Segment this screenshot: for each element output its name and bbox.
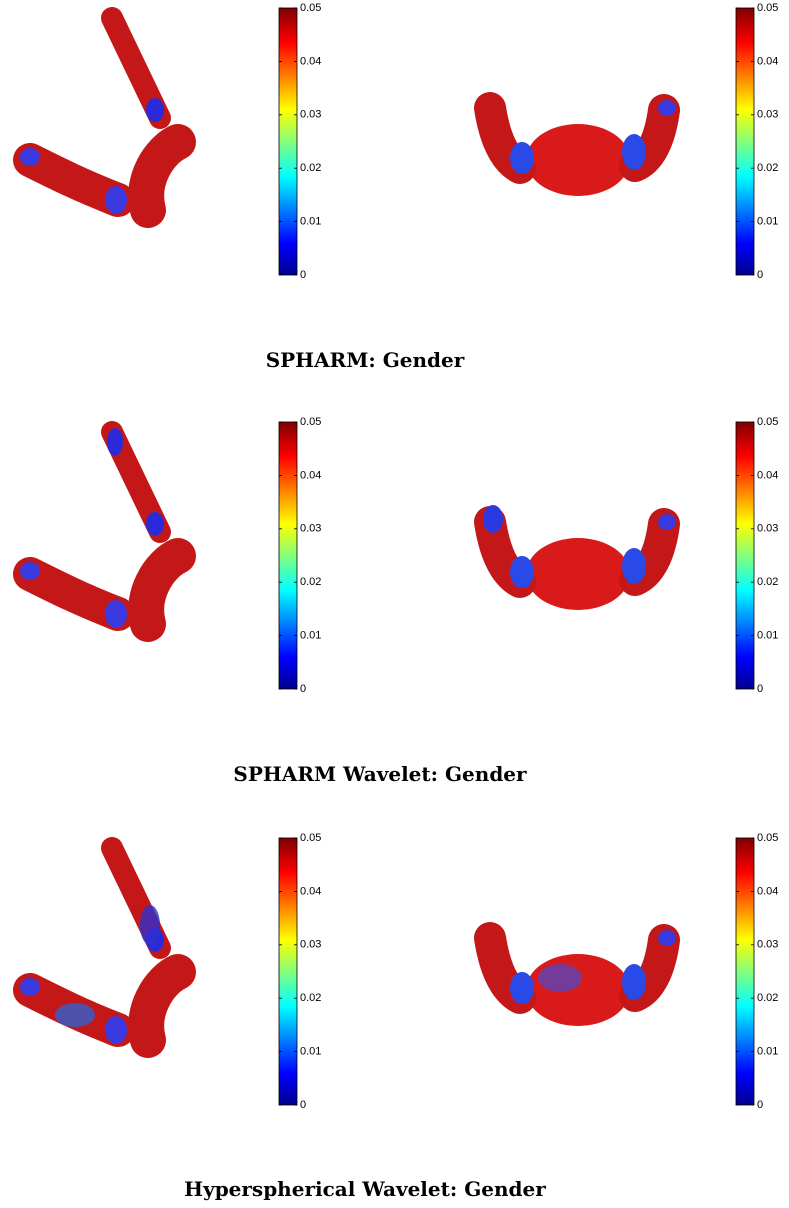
hippocampus-right-view (490, 100, 676, 196)
colorbar: 0 0.01 0.02 0.03 0.04 0.05 (736, 416, 778, 695)
tick-label: 0.02 (300, 992, 321, 1004)
tick-label: 0.05 (757, 416, 778, 428)
tick-label: 0.02 (757, 992, 778, 1004)
tick-label: 0.03 (300, 109, 321, 121)
tick-label: 0.03 (300, 939, 321, 951)
caption: Hyperspherical Wavelet: Gender (184, 1177, 546, 1201)
tick-label: 0.01 (757, 216, 778, 228)
tick-label: 0.02 (300, 576, 321, 588)
colorbar: 0 0.01 0.02 0.03 0.04 0.05 (736, 832, 778, 1111)
tick-label: 0 (757, 269, 763, 281)
hippocampus-left-view (20, 18, 178, 214)
tick-label: 0.04 (757, 885, 778, 897)
tick-label: 0.03 (757, 523, 778, 535)
colorbar: 0 0.01 0.02 0.03 0.04 0.05 (279, 2, 321, 281)
tick-label: 0 (300, 269, 306, 281)
colorbar-gradient (279, 838, 297, 1105)
patch (140, 905, 160, 945)
tick-label: 0.02 (300, 162, 321, 174)
patch (107, 428, 123, 456)
tick-label: 0.05 (757, 2, 778, 14)
tick-label: 0 (757, 1099, 763, 1111)
patch (538, 964, 582, 992)
colorbar-gradient (736, 838, 754, 1105)
colorbar: 0 0.01 0.02 0.03 0.04 0.05 (736, 2, 778, 281)
tick-label: 0.03 (300, 523, 321, 535)
tick-label: 0.04 (300, 885, 321, 897)
hippocampus-right-view (490, 514, 676, 610)
patch (483, 505, 503, 533)
tick-label: 0 (300, 1099, 306, 1111)
hippocampus-left-view (20, 432, 178, 628)
colorbar-gradient (736, 8, 754, 275)
hippocampus-right-view (490, 930, 676, 1026)
colorbar-gradient (736, 422, 754, 689)
colorbar: 0 0.01 0.02 0.03 0.04 0.05 (279, 416, 321, 695)
tick-label: 0.04 (300, 469, 321, 481)
tick-label: 0 (757, 683, 763, 695)
row-1: SPHARM: Gender (20, 18, 676, 372)
tick-label: 0.05 (757, 832, 778, 844)
colorbar: 0 0.01 0.02 0.03 0.04 0.05 (279, 832, 321, 1111)
colorbar-gradient (279, 422, 297, 689)
tick-label: 0.01 (757, 1046, 778, 1058)
tick-label: 0.02 (757, 576, 778, 588)
tick-label: 0.01 (300, 1046, 321, 1058)
tick-label: 0 (300, 683, 306, 695)
tick-label: 0.01 (300, 216, 321, 228)
tick-label: 0.04 (300, 55, 321, 67)
tick-label: 0.05 (300, 416, 321, 428)
patch (55, 1003, 95, 1027)
tick-label: 0.05 (300, 832, 321, 844)
tick-label: 0.03 (757, 939, 778, 951)
tick-label: 0.04 (757, 469, 778, 481)
caption: SPHARM: Gender (266, 348, 465, 372)
tick-label: 0.01 (757, 630, 778, 642)
tick-label: 0.05 (300, 2, 321, 14)
hippocampus-left-view (20, 848, 178, 1044)
row-2: SPHARM Wavelet: Gender (20, 428, 676, 786)
figure: SPHARM: Gender SPHARM Wavelet: Gender Hy… (0, 0, 789, 1208)
tick-label: 0.02 (757, 162, 778, 174)
colorbar-gradient (279, 8, 297, 275)
caption: SPHARM Wavelet: Gender (233, 762, 527, 786)
tick-label: 0.03 (757, 109, 778, 121)
row-3: Hyperspherical Wavelet: Gender (20, 848, 676, 1201)
tick-label: 0.04 (757, 55, 778, 67)
tick-label: 0.01 (300, 630, 321, 642)
